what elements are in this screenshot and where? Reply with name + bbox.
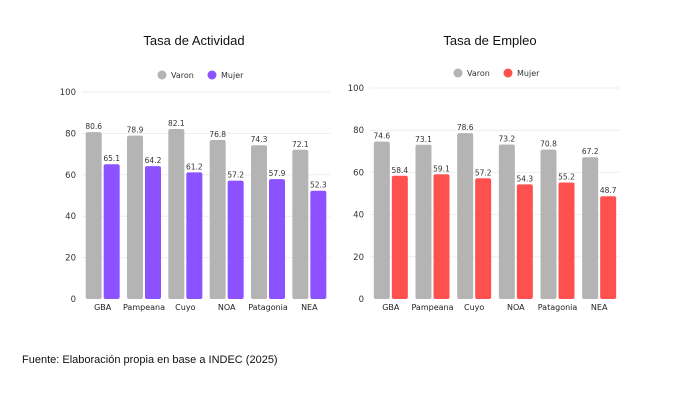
legend-label-varon: Varon xyxy=(467,69,490,78)
data-label: 70.8 xyxy=(540,140,557,149)
data-label: 76.8 xyxy=(209,130,226,139)
legend-swatch-mujer xyxy=(503,68,513,78)
x-tick-label: Pampeana xyxy=(123,303,165,312)
data-label: 55.2 xyxy=(558,173,575,182)
bar-mujer-pampeana xyxy=(433,174,450,299)
y-tick-label: 20 xyxy=(65,254,76,264)
data-label: 61.2 xyxy=(186,162,203,171)
y-tick-label: 20 xyxy=(353,253,364,263)
data-label: 57.2 xyxy=(475,168,492,177)
x-tick-label: NOA xyxy=(507,303,525,312)
y-tick-label: 80 xyxy=(65,129,76,139)
data-label: 82.1 xyxy=(168,119,185,128)
legend-label-mujer: Mujer xyxy=(517,69,540,78)
x-tick-label: GBA xyxy=(382,303,400,312)
bar-mujer-cuyo xyxy=(186,172,203,299)
bar-varon-noa xyxy=(209,140,226,299)
y-tick-label: 100 xyxy=(348,84,364,94)
y-tick-label: 0 xyxy=(359,295,364,305)
chart-title: Tasa de Actividad xyxy=(143,33,244,48)
data-label: 64.2 xyxy=(145,156,162,165)
x-tick-label: Cuyo xyxy=(464,303,484,312)
data-label: 78.6 xyxy=(457,123,474,132)
bar-varon-pampeana xyxy=(415,144,432,299)
data-label: 73.2 xyxy=(498,135,515,144)
bar-mujer-noa xyxy=(227,180,244,299)
y-tick-label: 60 xyxy=(65,171,76,181)
bar-varon-gba xyxy=(85,132,102,299)
bar-mujer-nea xyxy=(310,190,327,299)
x-tick-label: NOA xyxy=(218,303,236,312)
y-tick-label: 60 xyxy=(353,168,364,178)
bar-varon-pampeana xyxy=(127,135,143,299)
data-label: 72.1 xyxy=(292,140,309,149)
bar-varon-gba xyxy=(373,141,390,299)
data-label: 73.1 xyxy=(415,135,432,144)
bar-mujer-gba xyxy=(391,175,408,299)
bar-mujer-gba xyxy=(103,164,120,299)
bar-varon-patagonia xyxy=(540,149,557,299)
data-label: 57.9 xyxy=(269,169,286,178)
data-label: 57.2 xyxy=(227,171,244,180)
bar-varon-nea xyxy=(582,157,599,299)
bar-mujer-cuyo xyxy=(475,178,492,299)
x-tick-label: NEA xyxy=(301,303,318,312)
y-tick-label: 0 xyxy=(71,295,76,305)
legend-swatch-mujer xyxy=(207,70,217,80)
x-tick-label: Patagonia xyxy=(538,303,578,312)
data-label: 54.3 xyxy=(516,174,533,183)
bar-varon-cuyo xyxy=(168,129,185,299)
bar-mujer-patagonia xyxy=(269,179,285,299)
data-label: 59.1 xyxy=(433,164,450,173)
data-label: 65.1 xyxy=(103,154,120,163)
data-label: 52.3 xyxy=(310,181,327,190)
x-tick-label: GBA xyxy=(94,303,112,312)
legend-swatch-varon xyxy=(157,70,167,80)
y-tick-label: 40 xyxy=(353,211,364,221)
bar-varon-patagonia xyxy=(251,145,267,299)
data-label: 48.7 xyxy=(600,186,617,195)
bar-varon-noa xyxy=(498,144,515,299)
legend-label-varon: Varon xyxy=(171,71,194,80)
source-caption: Fuente: Elaboración propia en base a IND… xyxy=(22,354,278,366)
legend-label-mujer: Mujer xyxy=(221,71,244,80)
bar-mujer-pampeana xyxy=(145,166,161,299)
bar-varon-nea xyxy=(292,149,309,299)
bar-mujer-nea xyxy=(600,196,617,299)
x-tick-label: NEA xyxy=(591,303,608,312)
legend-swatch-varon xyxy=(453,68,463,78)
x-tick-label: Pampeana xyxy=(411,303,453,312)
bar-varon-cuyo xyxy=(457,133,474,299)
data-label: 67.2 xyxy=(582,147,599,156)
y-tick-label: 40 xyxy=(65,212,76,222)
chart-title: Tasa de Empleo xyxy=(443,33,536,48)
x-tick-label: Cuyo xyxy=(175,303,195,312)
y-tick-label: 100 xyxy=(60,88,76,98)
x-tick-label: Patagonia xyxy=(248,303,288,312)
data-label: 74.6 xyxy=(373,132,390,141)
data-label: 78.9 xyxy=(127,126,144,135)
y-tick-label: 80 xyxy=(353,126,364,136)
data-label: 80.6 xyxy=(85,122,102,131)
bar-mujer-noa xyxy=(516,184,533,299)
data-label: 74.3 xyxy=(251,135,268,144)
data-label: 58.4 xyxy=(391,166,408,175)
bar-mujer-patagonia xyxy=(558,182,575,299)
